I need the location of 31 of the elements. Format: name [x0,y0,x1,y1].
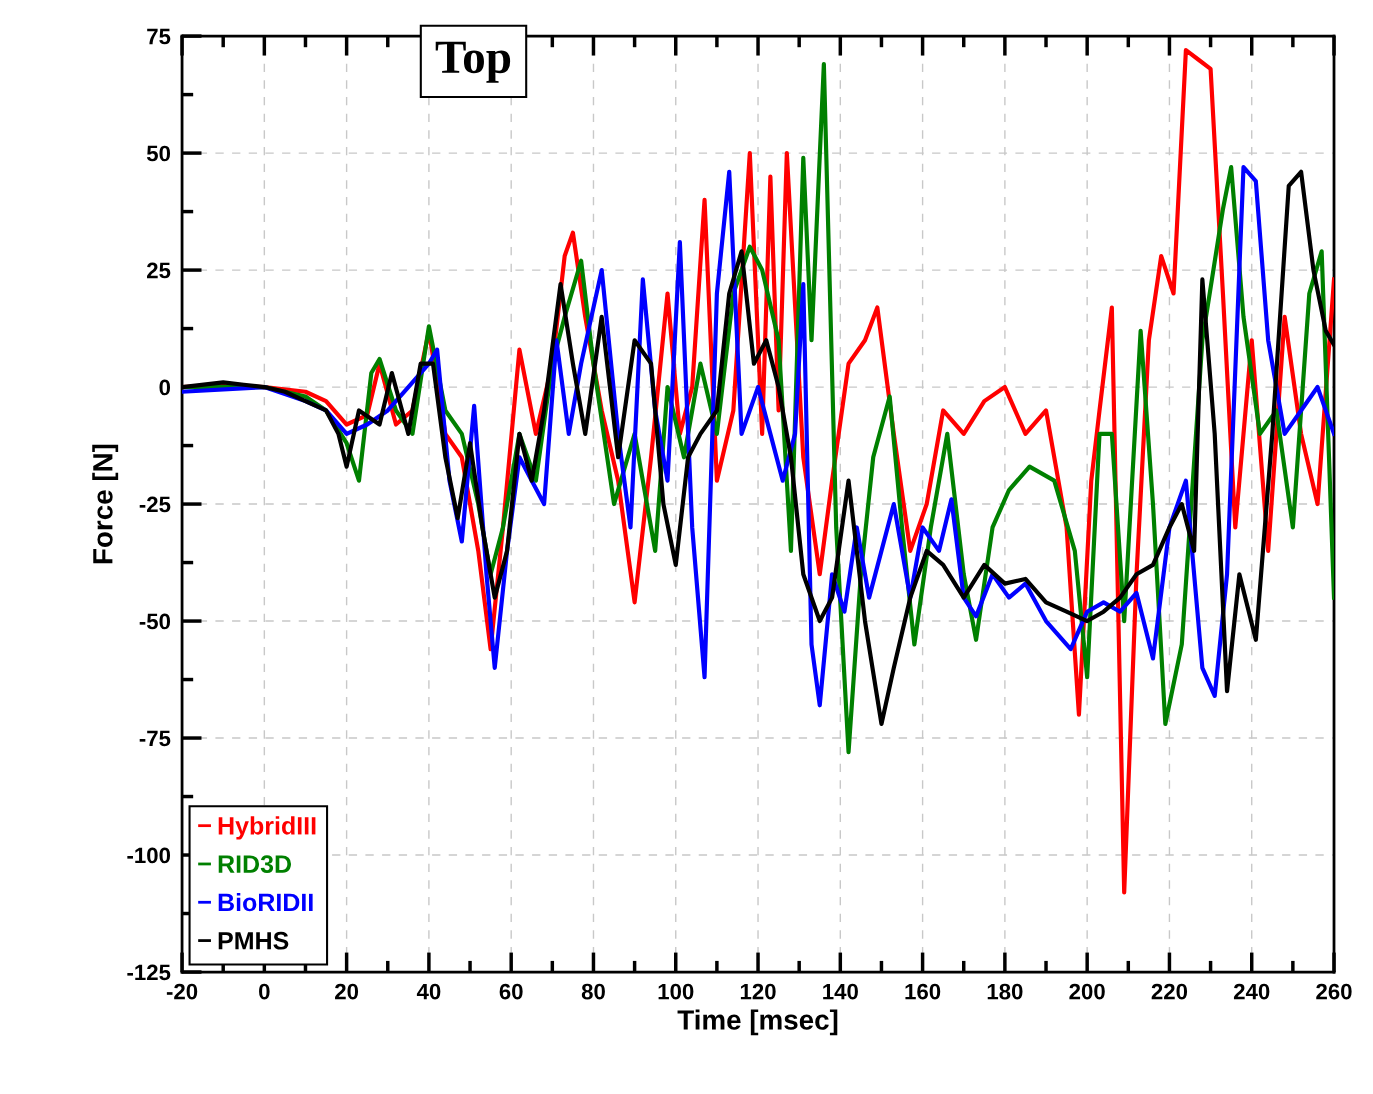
x-tick-label: 160 [905,983,941,1000]
x-tick-label: 60 [499,983,523,1000]
legend-label: HybridIII [218,816,316,840]
x-tick-label: -20 [166,983,198,1000]
x-tick-label: 40 [416,983,441,1000]
y-tick-label: -50 [139,613,171,630]
x-tick-label: 0 [259,983,270,1000]
y-tick-label: 75 [147,28,171,45]
x-tick-label: 140 [823,983,858,1000]
chart-title: Top [435,41,511,83]
x-axis-title: Time [msec] [677,1009,838,1036]
y-tick-label: 0 [159,379,171,396]
x-tick-label: 120 [740,983,776,1000]
legend-label: RID3D [218,855,292,873]
x-tick-label: 220 [1151,983,1188,1000]
x-tick-label: 100 [658,983,694,1000]
x-tick-label: 80 [581,983,605,1000]
x-tick-label: 240 [1233,983,1270,1000]
x-tick-label: 200 [1069,983,1105,1000]
x-tick-label: 180 [987,983,1023,1000]
legend-label: PMHS [218,931,289,950]
y-tick-label: -125 [127,964,171,981]
y-tick-label: 25 [147,262,171,279]
y-tick-label: -25 [139,496,171,513]
legend-label: BioRIDII [218,892,313,912]
y-axis-title: Force [N] [92,444,119,564]
y-tick-label: 50 [146,145,171,162]
x-tick-label: 20 [335,983,359,1000]
x-tick-label: 260 [1316,983,1352,1000]
y-tick-label: -100 [127,847,171,864]
y-tick-label: -75 [139,730,171,747]
